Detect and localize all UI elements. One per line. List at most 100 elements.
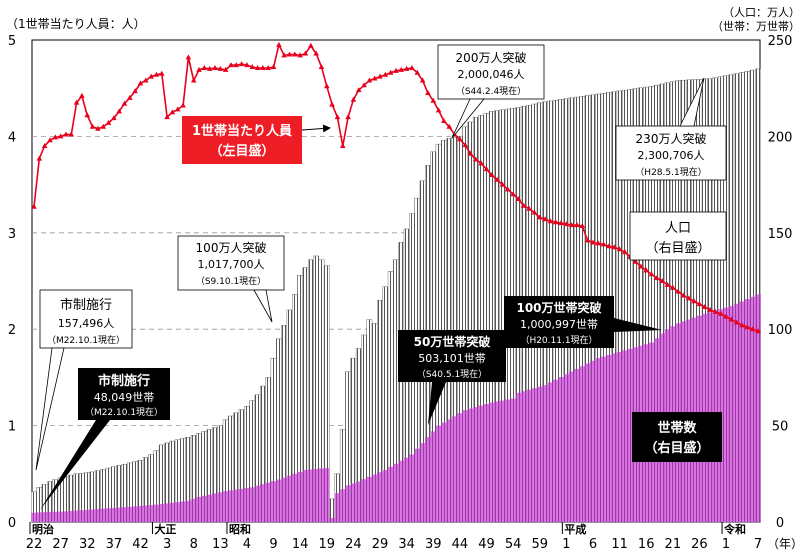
x-tick-label: 42	[132, 537, 149, 552]
households-bar	[419, 442, 426, 522]
households-bar	[233, 489, 239, 522]
pph-point	[425, 90, 431, 96]
pph-point	[254, 64, 261, 70]
label-households: 世帯数 （右目盛）	[632, 412, 722, 462]
pph-point	[419, 77, 426, 83]
households-bar	[95, 509, 101, 522]
pph-point	[329, 101, 335, 107]
pph-point	[664, 281, 671, 287]
households-bar	[521, 391, 527, 522]
x-tick-label: 19	[319, 537, 336, 552]
households-bar	[558, 377, 564, 522]
households-bar	[31, 512, 37, 522]
pph-point	[196, 66, 202, 72]
households-bar	[755, 294, 761, 522]
pph-point	[531, 209, 538, 215]
x-tick-label: 3	[163, 537, 171, 552]
households-bar	[143, 505, 149, 522]
x-tick-label: 13	[212, 537, 229, 552]
households-bar	[723, 307, 729, 522]
pph-point	[355, 87, 362, 93]
households-bar	[308, 469, 314, 522]
households-bar	[584, 363, 591, 522]
pph-point	[707, 306, 713, 312]
pph-point	[446, 123, 453, 129]
era-label: 昭和	[229, 522, 251, 536]
pph-point	[457, 136, 463, 142]
households-bar	[281, 477, 287, 522]
pph-point	[265, 64, 272, 70]
pph-point	[382, 71, 389, 77]
households-bar	[57, 511, 64, 522]
pph-point	[84, 112, 91, 118]
households-bar	[185, 500, 192, 522]
households-bar	[191, 498, 197, 522]
households-bar	[531, 388, 538, 522]
households-bar	[329, 518, 335, 522]
pph-point	[749, 326, 756, 332]
households-bar	[547, 382, 554, 522]
households-bar	[393, 463, 399, 522]
households-bar	[382, 469, 389, 522]
households-bar	[611, 353, 617, 522]
households-bar	[409, 454, 415, 522]
callout-city-hh-date: （M22.10.1現在）	[85, 406, 163, 418]
pph-point	[387, 69, 394, 75]
households-bar	[574, 368, 580, 522]
pph-point	[568, 222, 575, 228]
households-bar	[111, 507, 117, 522]
callout-pop-100: 100万人突破 1,017,700人 （S9.10.1現在）	[177, 235, 285, 323]
households-bar	[377, 472, 383, 522]
households-bar	[734, 303, 740, 522]
callout-hh-100-date: （H20.11.1現在）	[520, 334, 597, 346]
pph-point	[233, 62, 240, 68]
households-bar	[356, 481, 362, 522]
pph-point	[270, 63, 277, 69]
households-bar	[441, 422, 447, 522]
pph-point	[515, 196, 522, 202]
callout-pop-230-pointer	[679, 77, 705, 127]
pph-point	[701, 304, 708, 310]
households-bar	[579, 366, 585, 522]
pph-point	[483, 166, 490, 172]
households-bar	[590, 360, 596, 522]
label-population-line2: （右目盛）	[645, 241, 710, 256]
callout-pop-100-title: 100万人突破	[196, 240, 267, 255]
pph-point	[100, 123, 107, 129]
x-tick-label: 26	[691, 537, 708, 552]
households-bar	[286, 475, 293, 522]
households-bar	[52, 511, 58, 522]
x-tick-label: 37	[106, 537, 123, 552]
pph-point	[675, 288, 681, 294]
pph-point	[393, 67, 399, 73]
x-tick-label: 11	[611, 537, 628, 552]
pph-point	[574, 222, 580, 228]
pph-point	[334, 114, 341, 120]
right-tick-label: 50	[772, 420, 789, 435]
pph-point	[547, 218, 554, 224]
pph-point	[536, 214, 543, 220]
pph-point	[323, 83, 330, 89]
households-bar	[41, 512, 48, 522]
pph-point	[47, 137, 53, 143]
callout-hh-50-date: （S40.5.1現在）	[417, 368, 487, 380]
pph-point	[728, 316, 735, 322]
households-bar	[244, 488, 250, 522]
callout-city-hh-value: 48,049世帯	[94, 391, 155, 404]
pph-point	[611, 244, 618, 250]
households-bar	[446, 419, 452, 522]
callout-city-pop-date: （M22.10.1現在）	[47, 334, 125, 346]
pph-point	[260, 64, 266, 70]
callout-hh-50-title: 50万世帯突破	[414, 334, 491, 349]
callout-pop-200-date: （S44.2.4現在）	[456, 85, 526, 97]
pph-point	[169, 109, 176, 115]
pph-point	[297, 52, 303, 58]
pph-point	[409, 64, 415, 70]
label-pph-line1: 1世帯当たり人員	[192, 123, 292, 139]
x-tick-label: 21	[665, 537, 682, 552]
pph-point	[158, 70, 165, 76]
pph-point	[494, 176, 500, 182]
pph-point	[579, 223, 586, 229]
x-tick-label: 1	[722, 537, 730, 552]
x-tick-label: 29	[372, 537, 389, 552]
